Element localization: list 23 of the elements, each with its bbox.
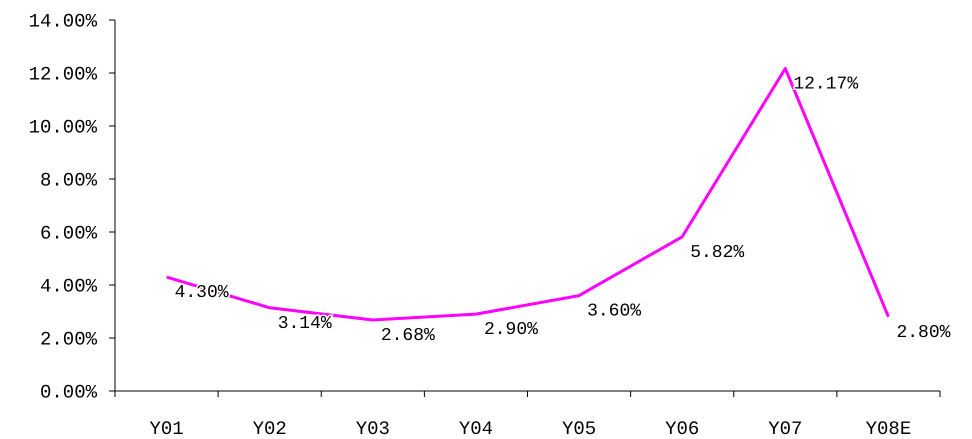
y-tick-label: 2.00%	[40, 328, 98, 351]
x-tick-label: Y02	[252, 418, 287, 439]
y-tick-label: 12.00%	[28, 64, 98, 86]
y-tick-label: 4.00%	[40, 276, 98, 298]
y-tick-label: 14.00%	[28, 10, 98, 33]
x-tick-label: Y05	[562, 418, 596, 439]
data-label: 3.60%	[587, 302, 642, 322]
data-label: 5.82%	[690, 242, 744, 263]
data-label: 2.90%	[484, 320, 538, 340]
x-tick-label: Y03	[356, 418, 390, 439]
x-tick-label: Y04	[458, 418, 494, 439]
x-tick-label: Y08E	[866, 418, 912, 439]
data-label: 2.68%	[380, 326, 436, 346]
y-tick-label: 10.00%	[28, 116, 98, 139]
x-tick-label: Y06	[665, 418, 700, 439]
x-tick-label: Y01	[149, 418, 184, 439]
y-tick-label: 6.00%	[40, 222, 98, 245]
y-tick-label: 8.00%	[40, 170, 98, 192]
data-label: 2.80%	[896, 322, 951, 343]
data-label: 3.14%	[278, 314, 332, 334]
y-tick-label: 0.00%	[40, 382, 98, 404]
x-tick-label: Y07	[768, 418, 802, 439]
data-label: 12.17%	[793, 74, 858, 94]
